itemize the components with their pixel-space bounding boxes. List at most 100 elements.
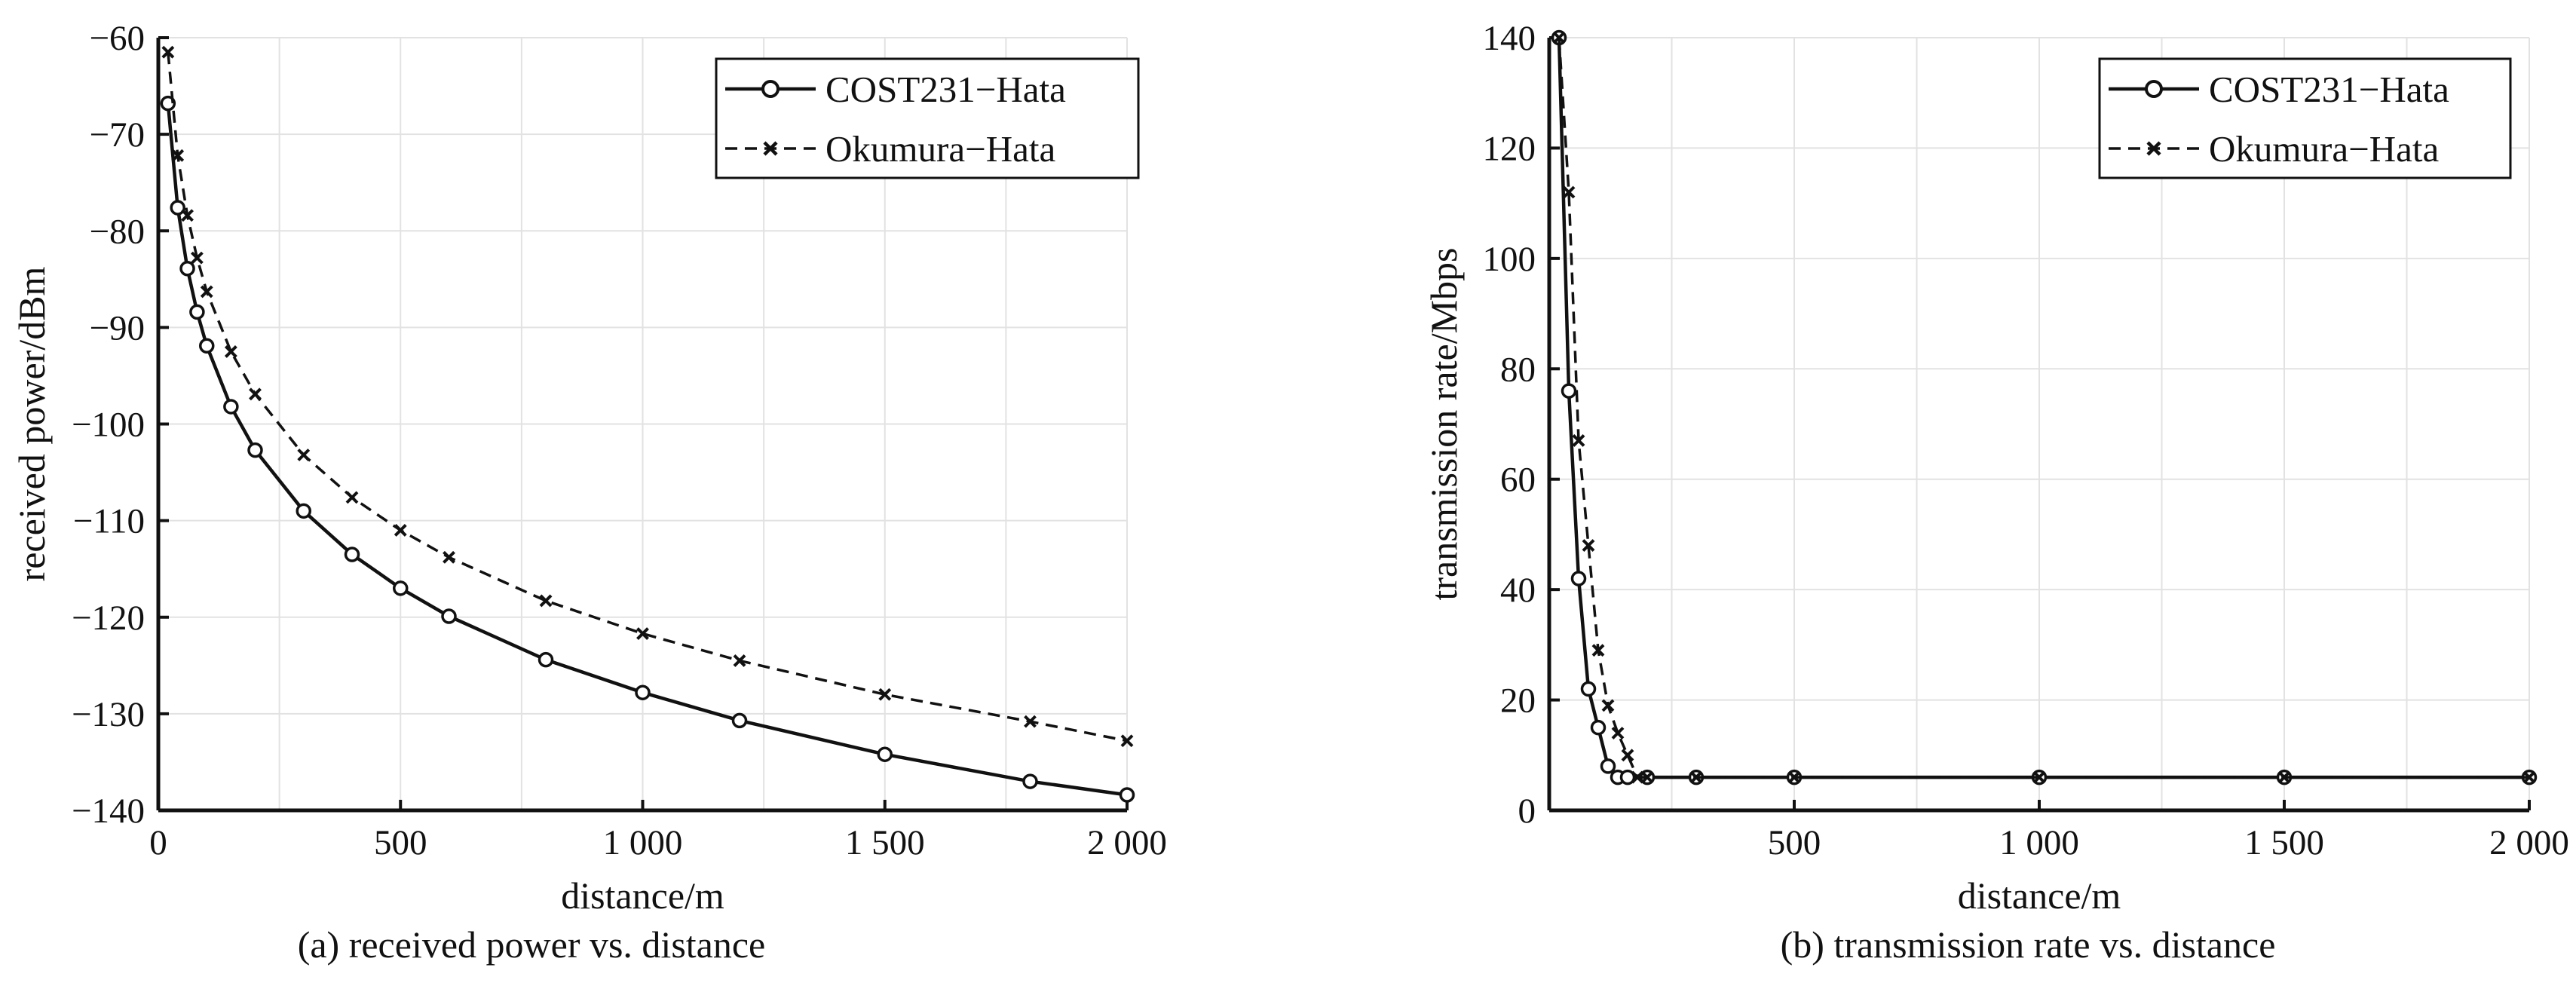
- legend-entry-label: Okumura−Hata: [825, 128, 1055, 170]
- data-point-x: [1024, 715, 1037, 728]
- data-point-circle: [1619, 769, 1636, 785]
- legend-marker-circle: [2145, 80, 2163, 98]
- data-point-x: [443, 550, 455, 564]
- data-point-circle: [1561, 383, 1577, 399]
- data-point-x: [1787, 770, 1801, 784]
- data-point-circle: [189, 304, 205, 320]
- data-point-x: [161, 45, 175, 59]
- data-point-x: [1562, 185, 1576, 199]
- y-tick-label: −140: [72, 792, 145, 831]
- data-point-circle: [296, 503, 311, 519]
- data-point-x: [1611, 727, 1625, 740]
- data-point-x: [2522, 770, 2536, 784]
- x-axis-label: distance/m: [561, 874, 724, 917]
- data-point-x: [636, 627, 649, 640]
- data-point-circle: [199, 338, 215, 354]
- x-tick-label: 2 000: [2489, 823, 2569, 862]
- legend-entry-label: COST231−Hata: [825, 69, 1066, 110]
- legend-marker-x: [763, 141, 778, 156]
- y-tick-label: 40: [1500, 571, 1536, 610]
- y-axis-label: transmission rate/Mbps: [1423, 247, 1465, 600]
- legend-box: [2098, 57, 2512, 179]
- y-tick-label: 20: [1500, 681, 1536, 721]
- data-point-circle: [179, 260, 195, 277]
- x-tick-label: 1 000: [603, 823, 683, 862]
- data-point-x: [345, 491, 359, 504]
- legend: COST231−Hata Okumura−Hata: [2098, 57, 2512, 179]
- data-point-x: [249, 387, 262, 401]
- y-tick-label: −100: [72, 406, 145, 445]
- series-cost231-hata: [160, 95, 1135, 803]
- data-point-x: [1591, 644, 1605, 657]
- series-okumura-hata: [161, 45, 1134, 748]
- data-point-x: [1631, 770, 1644, 784]
- x-tick-label: 1 000: [1999, 823, 2079, 862]
- data-point-x: [2032, 770, 2046, 784]
- data-point-x: [1621, 749, 1634, 762]
- data-point-circle: [1600, 758, 1616, 774]
- data-point-x: [1572, 434, 1585, 447]
- data-point-circle: [538, 651, 554, 668]
- data-point-x: [539, 594, 553, 608]
- data-point-x: [2277, 770, 2291, 784]
- data-point-circle: [170, 200, 185, 216]
- y-tick-label: −110: [73, 502, 145, 541]
- data-point-x: [224, 344, 237, 358]
- data-point-circle: [247, 442, 263, 458]
- legend-marker-x: [2146, 141, 2161, 156]
- data-point-x: [733, 654, 746, 667]
- data-point-x: [200, 285, 213, 299]
- y-tick-label: 0: [1518, 792, 1536, 831]
- data-point-circle: [344, 547, 360, 562]
- data-point-x: [297, 449, 311, 461]
- series-line: [1558, 37, 2529, 779]
- data-point-x: [1120, 734, 1134, 748]
- data-point-circle: [1570, 571, 1587, 586]
- data-point-circle: [731, 712, 748, 729]
- y-tick-label: −130: [72, 695, 145, 734]
- y-tick-label: 100: [1483, 240, 1536, 279]
- data-point-circle: [441, 608, 457, 624]
- data-point-circle: [1590, 719, 1607, 736]
- data-point-x: [190, 251, 204, 265]
- data-point-circle: [635, 684, 651, 700]
- data-point-x: [394, 524, 407, 537]
- x-tick-label: 500: [1768, 823, 1821, 862]
- series-okumura-hata: [1552, 31, 2536, 784]
- data-point-x: [171, 149, 185, 162]
- data-point-x: [1640, 770, 1654, 784]
- y-axis-label: received power/dBm: [11, 266, 53, 581]
- data-point-x: [878, 687, 892, 701]
- y-tick-label: 60: [1500, 461, 1536, 500]
- y-tick-label: 120: [1483, 129, 1536, 168]
- y-tick-label: −70: [89, 115, 145, 155]
- data-point-x: [1582, 539, 1595, 552]
- x-tick-label: 500: [374, 823, 427, 862]
- legend: COST231−Hata Okumura−Hata: [715, 57, 1140, 179]
- y-tick-label: 140: [1483, 19, 1536, 58]
- x-tick-label: 0: [149, 823, 167, 862]
- data-point-x: [1689, 770, 1703, 784]
- chart-transmission-rate: 0 20 40 60 80 100 120 140 500 1 000 1 500 2 000 dist…: [1423, 19, 2569, 966]
- x-tick-label: 1 500: [2244, 823, 2324, 862]
- y-tick-label: 80: [1500, 350, 1536, 389]
- data-point-circle: [877, 746, 893, 762]
- legend-marker-circle: [761, 80, 780, 98]
- data-point-circle: [1580, 681, 1597, 697]
- chart-caption: (b) transmission rate vs. distance: [1781, 923, 2276, 966]
- legend-entry-label: Okumura−Hata: [2209, 128, 2439, 170]
- y-tick-label: −90: [89, 308, 145, 348]
- data-point-circle: [223, 399, 239, 415]
- data-point-circle: [393, 580, 409, 596]
- y-tick-label: −120: [72, 599, 145, 638]
- data-point-circle: [1119, 787, 1135, 803]
- x-tick-label: 1 500: [845, 823, 925, 862]
- data-point-x: [1552, 31, 1566, 44]
- x-tick-label: 2 000: [1087, 823, 1167, 862]
- legend-entry-label: COST231−Hata: [2209, 69, 2449, 110]
- y-tick-label: −60: [89, 19, 145, 58]
- legend-box: [715, 57, 1140, 179]
- x-axis-label: distance/m: [1958, 874, 2121, 917]
